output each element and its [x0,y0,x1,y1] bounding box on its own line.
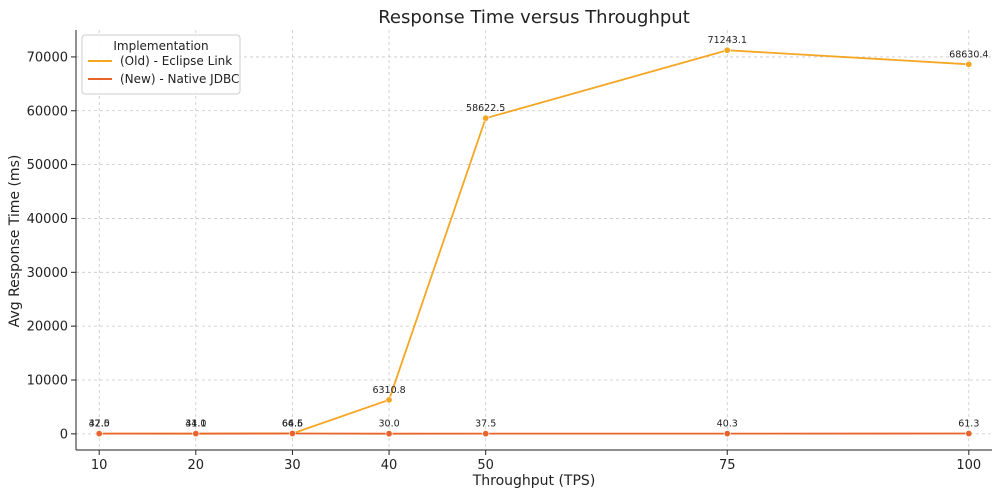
data-label: 37.0 [89,419,110,430]
data-label: 71243.1 [708,35,747,46]
data-label: 42.5 [89,419,110,430]
data-label: 30.0 [378,419,399,430]
y-tick-label: 10000 [27,374,68,389]
x-tick-label: 20 [188,458,205,473]
x-axis-label: Throughput (TPS) [472,473,596,489]
series-point-new [385,430,393,438]
legend: Implementation (Old) - Eclipse Link (New)… [81,34,241,95]
series-layer [95,46,973,438]
series-point-old [482,114,490,122]
series-point-old [385,396,393,404]
data-label: 41.1 [185,419,206,430]
data-label: 61.3 [958,419,979,430]
data-label: 68630.4 [949,49,988,60]
series-point-new [95,430,103,438]
series-point-new [482,430,490,438]
y-tick-label: 20000 [27,320,68,335]
x-tick-label: 10 [91,458,108,473]
chart-title: Response Time versus Throughput [378,7,690,28]
data-label: 66.6 [282,418,303,429]
x-tick-label: 75 [719,458,736,473]
y-axis-label: Avg Response Time (ms) [7,155,23,328]
grid-layer [76,30,992,450]
data-label: 6310.8 [372,385,405,396]
series-point-old [723,46,731,54]
legend-label: (Old) - Eclipse Link [120,54,232,68]
series-point-new [288,429,296,437]
series-line-old [99,49,969,435]
data-label: 40.3 [717,419,738,430]
legend-items: (Old) - Eclipse Link (New) - Native JDBC [88,54,239,86]
legend-label: (New) - Native JDBC [120,72,239,86]
y-tick-label: 30000 [27,266,68,281]
x-tick-label: 40 [381,458,398,473]
legend-box [81,34,241,95]
axes-layer: 0 10000 20000 30000 40000 50000 60000 70000 10 20… [27,30,992,473]
data-label: 64.5 [282,418,303,429]
data-label: 34.0 [185,419,206,430]
y-tick-label: 60000 [27,104,68,119]
y-tick-label: 40000 [27,212,68,227]
legend-title: Implementation [113,39,208,53]
x-tick-label: 100 [956,458,981,473]
x-tick-label: 50 [477,458,494,473]
data-label: 58622.5 [466,103,505,114]
data-labels-layer: 37.0 34.0 64.5 6310.8 58622.5 71243.1 68630.4 4… [89,35,989,429]
series-point-old [965,60,973,68]
y-tick-label: 50000 [27,158,68,173]
series-point-new [192,430,200,438]
y-tick-label: 0 [60,427,68,442]
series-point-new [965,430,973,438]
y-tick-label: 70000 [27,50,68,65]
series-point-new [723,430,731,438]
x-tick-label: 30 [284,458,301,473]
data-label: 37.5 [475,419,496,430]
